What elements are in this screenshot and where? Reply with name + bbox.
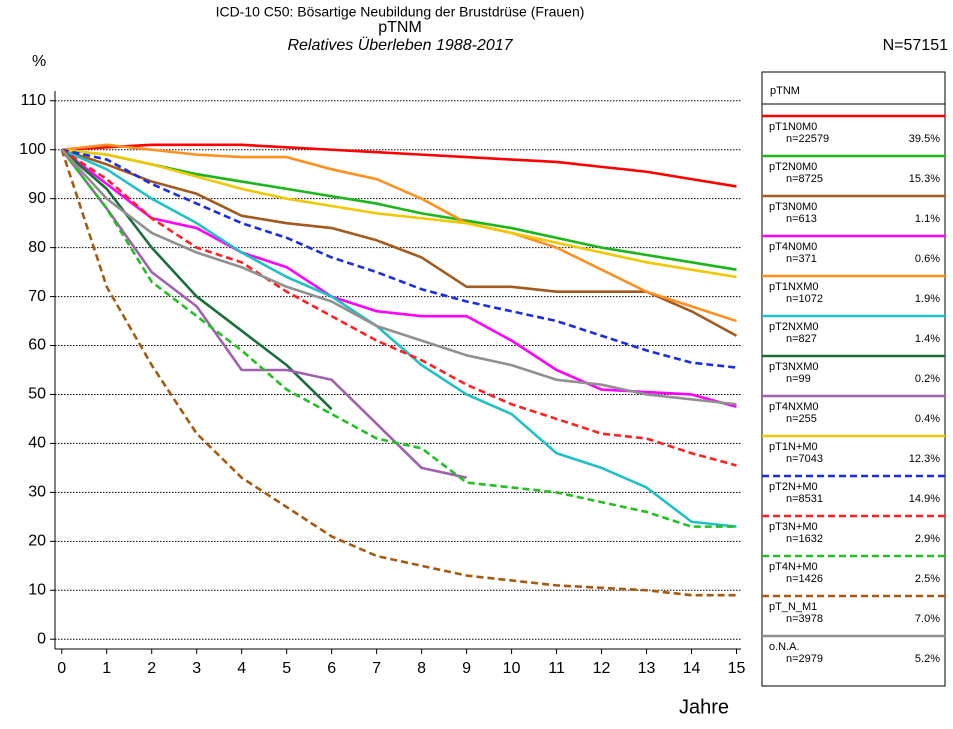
legend-count: n=613: [786, 213, 817, 225]
x-tick-label: 12: [593, 660, 611, 677]
legend-name: pT1NXM0: [769, 281, 819, 293]
x-tick-label: 8: [417, 660, 426, 677]
legend-share: 0.6%: [915, 253, 940, 265]
legend-count: n=371: [786, 253, 817, 265]
legend-share: 1.4%: [915, 333, 940, 345]
y-tick-label: 90: [28, 190, 46, 207]
chart-subtitle: Relatives Überleben 1988-2017: [287, 36, 513, 54]
legend-count: n=1632: [786, 533, 823, 545]
y-tick-label: 10: [28, 581, 46, 598]
legend-share: 5.2%: [915, 653, 940, 665]
series-line: [61, 148, 738, 337]
x-tick-label: 2: [147, 660, 156, 677]
legend-share: 7.0%: [915, 613, 940, 625]
legend-share: 14.9%: [909, 493, 940, 505]
y-tick-label: 50: [28, 386, 46, 403]
legend-count: n=8725: [786, 173, 823, 185]
x-tick-label: 10: [503, 660, 521, 677]
y-tick-label: 70: [28, 288, 46, 305]
legend-share: 39.5%: [909, 133, 940, 145]
series-line: [60, 149, 737, 597]
legend-share: 0.2%: [915, 373, 940, 385]
x-tick-label: 7: [372, 660, 381, 677]
series-line: [60, 148, 737, 406]
legend-share: 1.1%: [915, 213, 940, 225]
legend-name: pT2NXM0: [769, 321, 819, 333]
y-tick-label: 60: [28, 337, 46, 354]
legend-count: n=3978: [786, 613, 823, 625]
series-line: [61, 148, 737, 369]
chart-title-2: pTNM: [378, 19, 422, 36]
legend-name: pT1N0M0: [769, 121, 817, 133]
y-tick-label: 100: [19, 141, 46, 158]
x-tick-label: 15: [728, 660, 746, 677]
y-tick-label: 110: [20, 92, 46, 109]
legend-count: n=8531: [786, 493, 823, 505]
legend-share: 15.3%: [909, 173, 940, 185]
legend-name: pT_N_M1: [769, 601, 817, 613]
series-line: [61, 143, 737, 188]
legend-count: n=1072: [786, 293, 823, 305]
legend-name: pT1N+M0: [769, 441, 818, 453]
legend-count: n=99: [786, 373, 811, 385]
legend-name: o.N.A.: [769, 641, 800, 653]
legend-title: pTNM: [770, 85, 800, 97]
legend-name: pT3NXM0: [769, 361, 819, 373]
legend-name: pT4NXM0: [769, 401, 819, 413]
y-axis-label: %: [32, 53, 46, 70]
legend-share: 0.4%: [915, 413, 940, 425]
x-tick-label: 9: [462, 660, 471, 677]
legend-name: pT4N0M0: [769, 241, 817, 253]
x-tick-label: 4: [237, 660, 246, 677]
series-line: [61, 143, 737, 323]
legend-share: 1.9%: [915, 293, 940, 305]
legend-name: pT3N0M0: [769, 201, 817, 213]
legend-count: n=22579: [786, 133, 829, 145]
y-tick-label: 20: [28, 533, 46, 550]
x-tick-label: 5: [282, 660, 291, 677]
legend-name: pT4N+M0: [769, 561, 818, 573]
x-axis-label: Jahre: [679, 696, 729, 718]
series-line: [61, 148, 737, 279]
y-tick-label: 40: [28, 435, 46, 452]
legend-count: n=827: [786, 333, 817, 345]
legend-name: pT3N+M0: [769, 521, 818, 533]
x-tick-label: 6: [327, 660, 336, 677]
x-tick-label: 3: [192, 660, 201, 677]
legend-name: pT2N0M0: [769, 161, 817, 173]
series-line: [60, 148, 737, 528]
legend-box: [761, 71, 946, 687]
chart-title: ICD-10 C50: Bösartige Neubildung der Bru…: [216, 4, 585, 20]
series-line: [61, 148, 737, 528]
legend-count: n=2979: [786, 653, 823, 665]
legend-count: n=7043: [786, 453, 823, 465]
x-tick-label: 11: [548, 660, 565, 677]
y-tick-label: 0: [37, 630, 46, 647]
x-tick-label: 1: [102, 660, 111, 677]
y-tick-label: 30: [28, 484, 46, 501]
total-count: N=57151: [883, 37, 948, 54]
legend-name: pT2N+M0: [769, 481, 818, 493]
x-tick-label: 13: [638, 660, 656, 677]
x-tick-label: 14: [683, 660, 701, 677]
legend-share: 12.3%: [909, 453, 940, 465]
series-line: [61, 148, 737, 467]
legend-share: 2.5%: [915, 573, 940, 585]
x-tick-label: 0: [57, 660, 66, 677]
series-line: [60, 148, 333, 411]
legend-share: 2.9%: [915, 533, 940, 545]
y-tick-label: 80: [28, 239, 46, 256]
legend-count: n=255: [786, 413, 817, 425]
legend-count: n=1426: [786, 573, 823, 585]
